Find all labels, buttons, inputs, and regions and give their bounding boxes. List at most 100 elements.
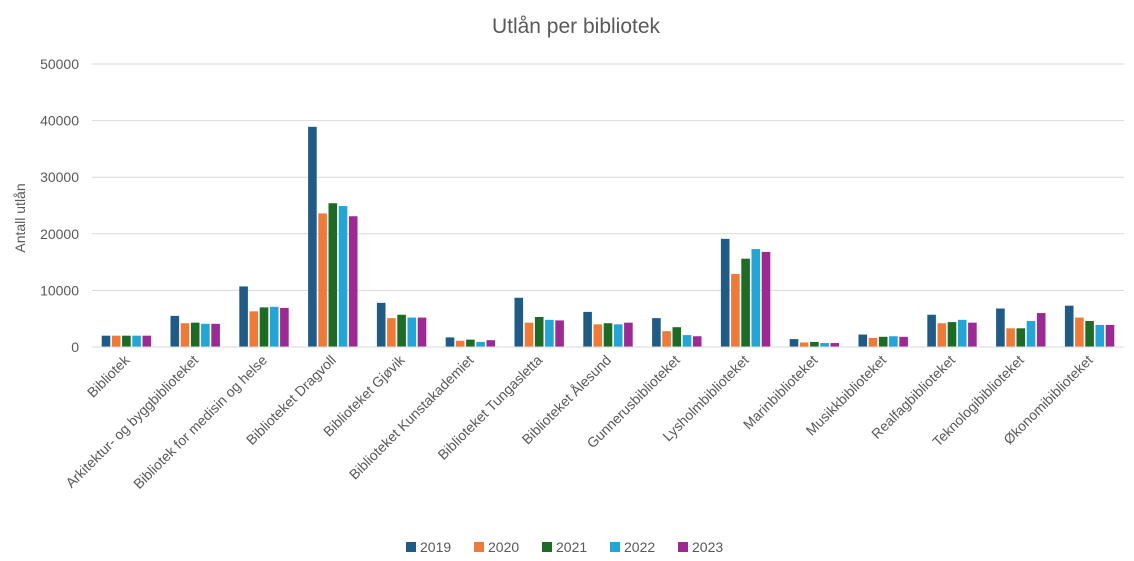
- bar-2021-3: [328, 203, 338, 347]
- y-tick-label-4: 40000: [40, 113, 79, 129]
- bar-2023-7: [624, 322, 633, 347]
- bar-2022-14: [1095, 324, 1105, 347]
- bar-2023-5: [486, 340, 496, 347]
- bar-2023-13: [1036, 313, 1046, 347]
- bar-2023-11: [899, 336, 908, 347]
- bar-2023-6: [555, 320, 564, 347]
- legend-swatch-2021: [542, 542, 552, 552]
- bar-2020-13: [1006, 328, 1015, 347]
- bar-2021-12: [947, 322, 957, 347]
- bar-2021-6: [534, 317, 544, 347]
- bar-2023-1: [211, 323, 220, 347]
- bar-2022-13: [1026, 320, 1036, 347]
- bar-2019-1: [170, 315, 180, 347]
- bar-2021-4: [397, 314, 406, 347]
- legend-label-2020: 2020: [488, 539, 519, 555]
- bar-2019-4: [376, 302, 386, 347]
- bar-2022-8: [682, 335, 692, 347]
- bar-2019-14: [1064, 305, 1074, 347]
- legend-swatch-2023: [678, 542, 688, 552]
- bar-2019-5: [445, 337, 455, 347]
- bar-2021-0: [122, 335, 131, 347]
- bar-2021-9: [741, 258, 750, 347]
- bar-2022-11: [889, 336, 898, 347]
- legend-swatch-2020: [474, 542, 484, 552]
- bar-2023-3: [348, 216, 358, 347]
- bar-2020-0: [111, 335, 121, 347]
- bar-2019-0: [101, 335, 111, 347]
- bar-2022-7: [613, 324, 623, 347]
- bar-2020-4: [387, 318, 396, 347]
- y-tick-label-5: 50000: [40, 56, 79, 72]
- bar-2020-5: [455, 340, 465, 347]
- bar-2023-0: [142, 335, 152, 347]
- bar-2020-11: [868, 337, 878, 347]
- bar-2019-11: [858, 334, 868, 347]
- bar-2023-10: [830, 343, 840, 347]
- y-tick-label-0: 0: [71, 339, 79, 355]
- bar-2023-12: [968, 322, 977, 347]
- bar-2019-9: [720, 238, 730, 347]
- bar-2020-8: [662, 331, 671, 347]
- bar-2020-3: [318, 213, 327, 347]
- bars: [92, 126, 1124, 348]
- bar-2022-10: [820, 343, 829, 347]
- bar-2023-2: [280, 307, 289, 347]
- legend-swatch-2022: [610, 542, 620, 552]
- legend: 2019 2020 2021 2022 2023: [406, 539, 723, 555]
- bar-2022-0: [132, 335, 141, 347]
- bar-2021-10: [810, 341, 819, 347]
- legend-label-2021: 2021: [556, 539, 587, 555]
- bar-2020-7: [593, 324, 603, 347]
- legend-label-2019: 2019: [420, 539, 451, 555]
- bar-2019-3: [308, 126, 317, 347]
- bar-2020-14: [1075, 317, 1084, 347]
- bar-2019-13: [996, 308, 1005, 347]
- bar-2022-1: [201, 323, 210, 347]
- bar-2022-2: [269, 306, 279, 347]
- x-tick-label-2: Bibliotek for medisin og helse: [130, 352, 270, 492]
- y-tick-label-3: 30000: [40, 169, 79, 185]
- bar-2023-9: [761, 251, 771, 347]
- legend-swatch-2019: [406, 542, 416, 552]
- bar-2021-7: [603, 323, 613, 347]
- bar-2023-14: [1105, 324, 1115, 347]
- bar-2022-4: [407, 317, 417, 347]
- bar-2022-12: [957, 319, 967, 347]
- bar-2020-12: [937, 323, 947, 347]
- bar-2022-6: [545, 319, 554, 347]
- bar-2021-14: [1085, 320, 1094, 347]
- y-tick-label-1: 10000: [40, 282, 79, 298]
- y-axis-label: Antall utlån: [12, 183, 28, 252]
- bar-2019-10: [789, 339, 799, 347]
- legend-item-2023: 2023: [678, 539, 723, 555]
- bar-2023-4: [417, 317, 427, 347]
- y-tick-label-2: 20000: [40, 226, 79, 242]
- bar-2019-8: [652, 318, 661, 347]
- bar-2019-2: [239, 286, 248, 347]
- x-tick-label-1: Arkitektur- og byggbiblioteket: [62, 352, 201, 491]
- chart-title: Utlån per bibliotek: [492, 15, 661, 38]
- bar-2022-3: [338, 206, 348, 347]
- bar-2020-6: [524, 322, 534, 347]
- bar-2019-12: [927, 314, 936, 347]
- bar-2023-8: [692, 336, 702, 347]
- legend-label-2022: 2022: [624, 539, 655, 555]
- bar-2019-6: [514, 297, 524, 347]
- legend-item-2022: 2022: [610, 539, 655, 555]
- bar-2020-1: [180, 323, 190, 347]
- legend-item-2021: 2021: [542, 539, 587, 555]
- legend-item-2019: 2019: [406, 539, 451, 555]
- bar-2020-9: [731, 273, 740, 347]
- x-tick-label-5: Biblioteket Kunstakademiet: [346, 352, 477, 483]
- legend-label-2023: 2023: [692, 539, 723, 555]
- bar-2019-7: [583, 311, 592, 347]
- bar-2021-2: [259, 307, 269, 347]
- legend-item-2020: 2020: [474, 539, 519, 555]
- y-axis-ticks: 0 10000 20000 30000 40000 50000: [40, 56, 79, 355]
- bar-2021-11: [878, 336, 888, 347]
- bar-2020-2: [249, 311, 259, 347]
